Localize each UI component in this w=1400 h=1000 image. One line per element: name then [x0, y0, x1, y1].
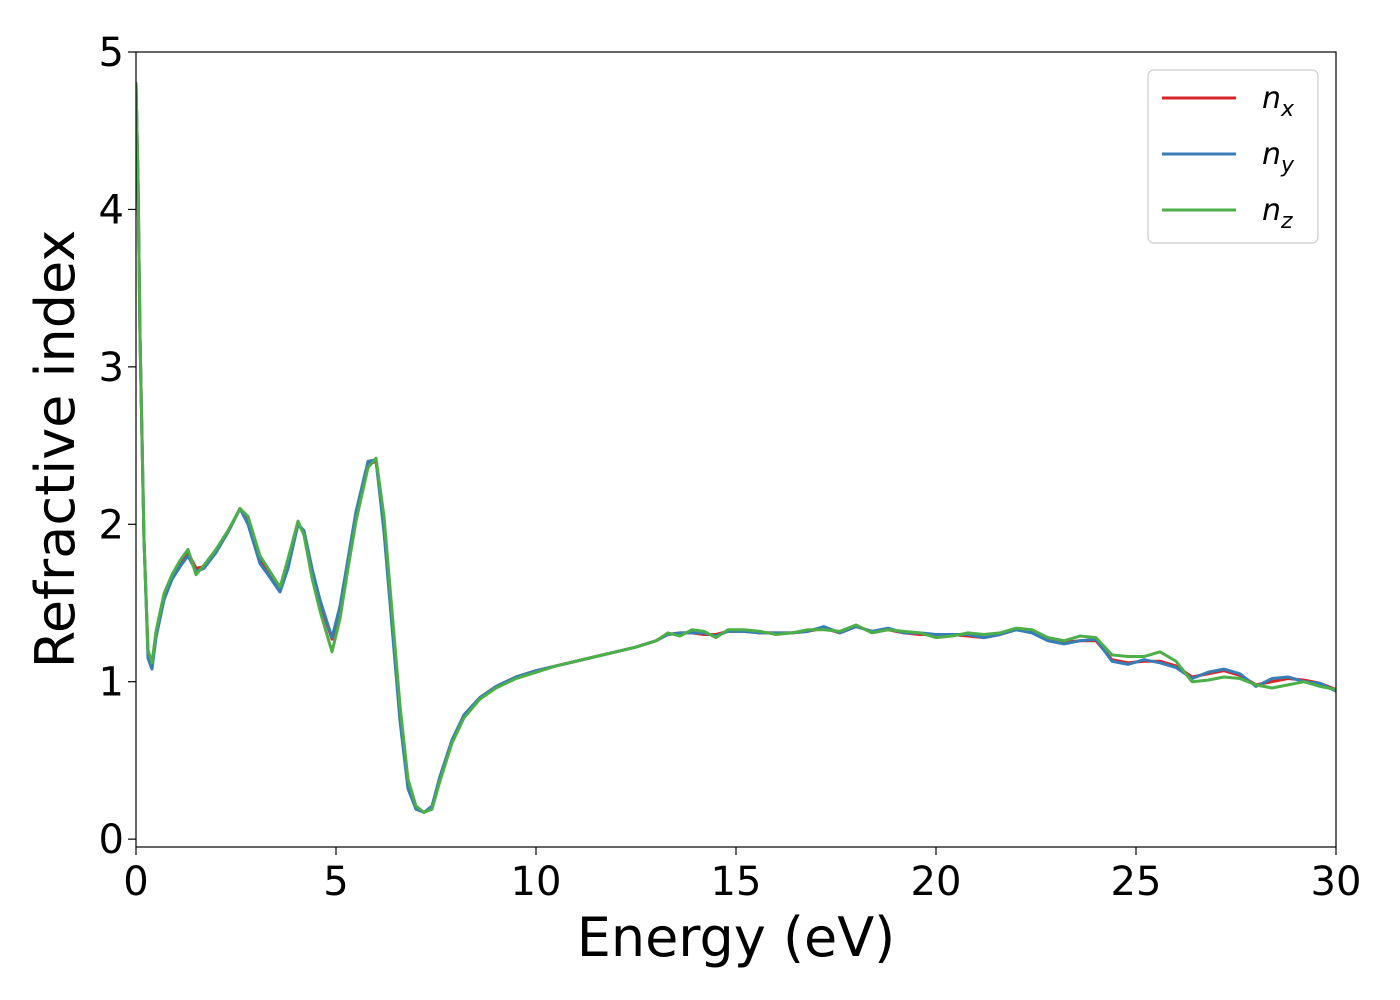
series-line-z [136, 81, 1336, 814]
x-tick-label: 25 [1111, 859, 1162, 905]
series-layer [136, 81, 1336, 814]
legend-label-x: nx [1262, 81, 1295, 122]
y-tick-label: 5 [99, 30, 124, 76]
y-tick-label: 3 [99, 345, 124, 391]
y-axis: 0 1 2 3 4 5 [99, 30, 136, 863]
y-axis-title: Refractive index [24, 230, 87, 669]
x-tick-label: 30 [1311, 859, 1362, 905]
x-tick-label: 5 [323, 859, 348, 905]
x-axis: 0 5 10 15 20 25 30 [123, 847, 1361, 905]
x-tick-label: 20 [911, 859, 962, 905]
legend-box [1147, 69, 1319, 244]
legend-label-z: nz [1262, 193, 1293, 234]
legend-label-y: ny [1262, 137, 1295, 178]
legend: nx ny nz [1147, 69, 1319, 244]
x-tick-label: 0 [123, 859, 148, 905]
x-axis-title: Energy (eV) [577, 906, 896, 969]
x-tick-label: 10 [511, 859, 562, 905]
plot-area [135, 51, 1337, 848]
y-tick-label: 0 [99, 817, 124, 863]
y-tick-label: 2 [99, 502, 124, 548]
x-tick-label: 15 [711, 859, 762, 905]
y-tick-label: 4 [99, 187, 124, 233]
y-tick-label: 1 [99, 660, 124, 706]
